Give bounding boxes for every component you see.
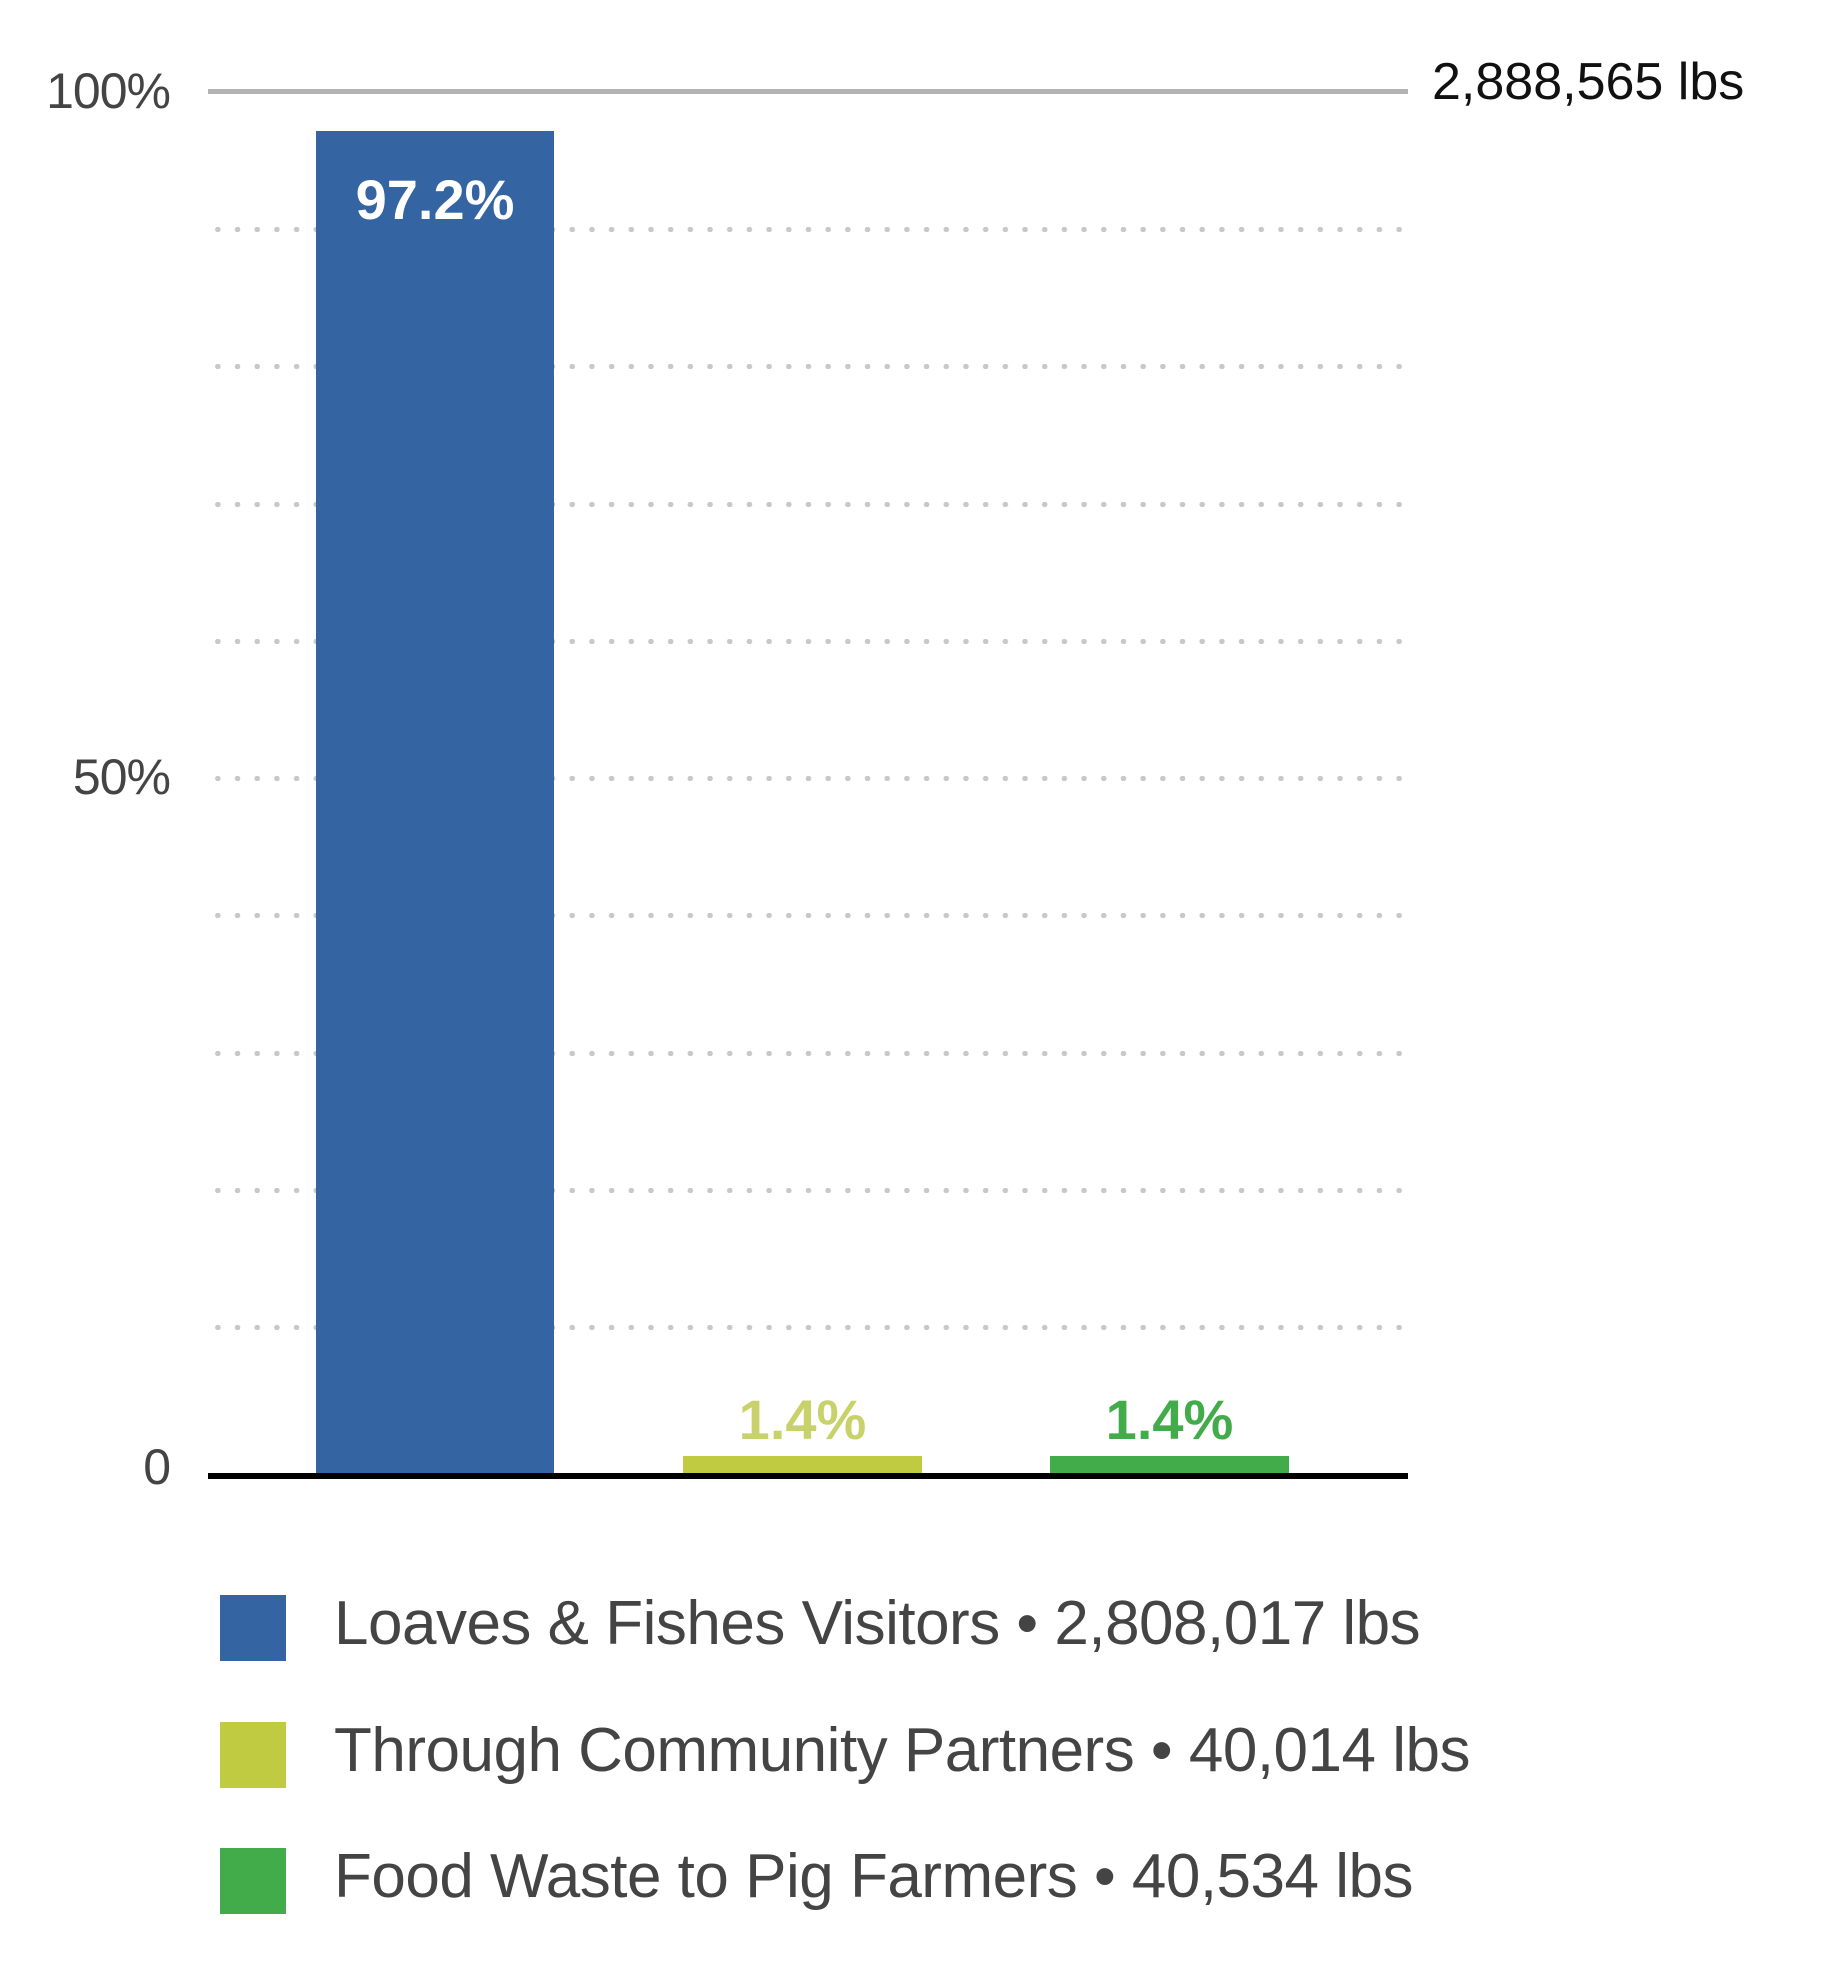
legend-swatch-blue (220, 1595, 286, 1661)
x-axis-baseline (208, 1473, 1408, 1479)
bar-community-partners (683, 1456, 922, 1475)
legend-label: Food Waste to Pig Farmers • 40,534 lbs (334, 1842, 1414, 1911)
y-tick-0: 0 (143, 1439, 171, 1495)
gridline-50 (208, 776, 1410, 781)
max-reference-line (208, 89, 1408, 94)
gridline-30 (208, 1051, 1410, 1056)
total-annotation: 2,888,565 lbs (1432, 53, 1745, 111)
gridline-70 (208, 502, 1410, 507)
bar-loaves-fishes-visitors (316, 131, 554, 1475)
y-tick-50: 50% (72, 749, 171, 805)
gridline-60 (208, 639, 1410, 644)
legend-swatch-yellow-green (220, 1722, 286, 1788)
gridline-10 (208, 1325, 1410, 1330)
bar-value-label: 1.4% (1105, 1388, 1234, 1451)
bar-pig-farmers (1050, 1456, 1289, 1475)
gridline-90 (208, 227, 1410, 232)
legend-swatch-green (220, 1848, 286, 1914)
gridline-20 (208, 1188, 1410, 1193)
legend-label: Through Community Partners • 40,014 lbs (334, 1716, 1470, 1785)
legend-label: Loaves & Fishes Visitors • 2,808,017 lbs (334, 1589, 1421, 1658)
gridline-40 (208, 913, 1410, 918)
gridline-80 (208, 364, 1410, 369)
bar-value-label: 97.2% (355, 168, 515, 231)
bar-value-label: 1.4% (738, 1388, 867, 1451)
y-tick-100: 100% (46, 63, 171, 119)
